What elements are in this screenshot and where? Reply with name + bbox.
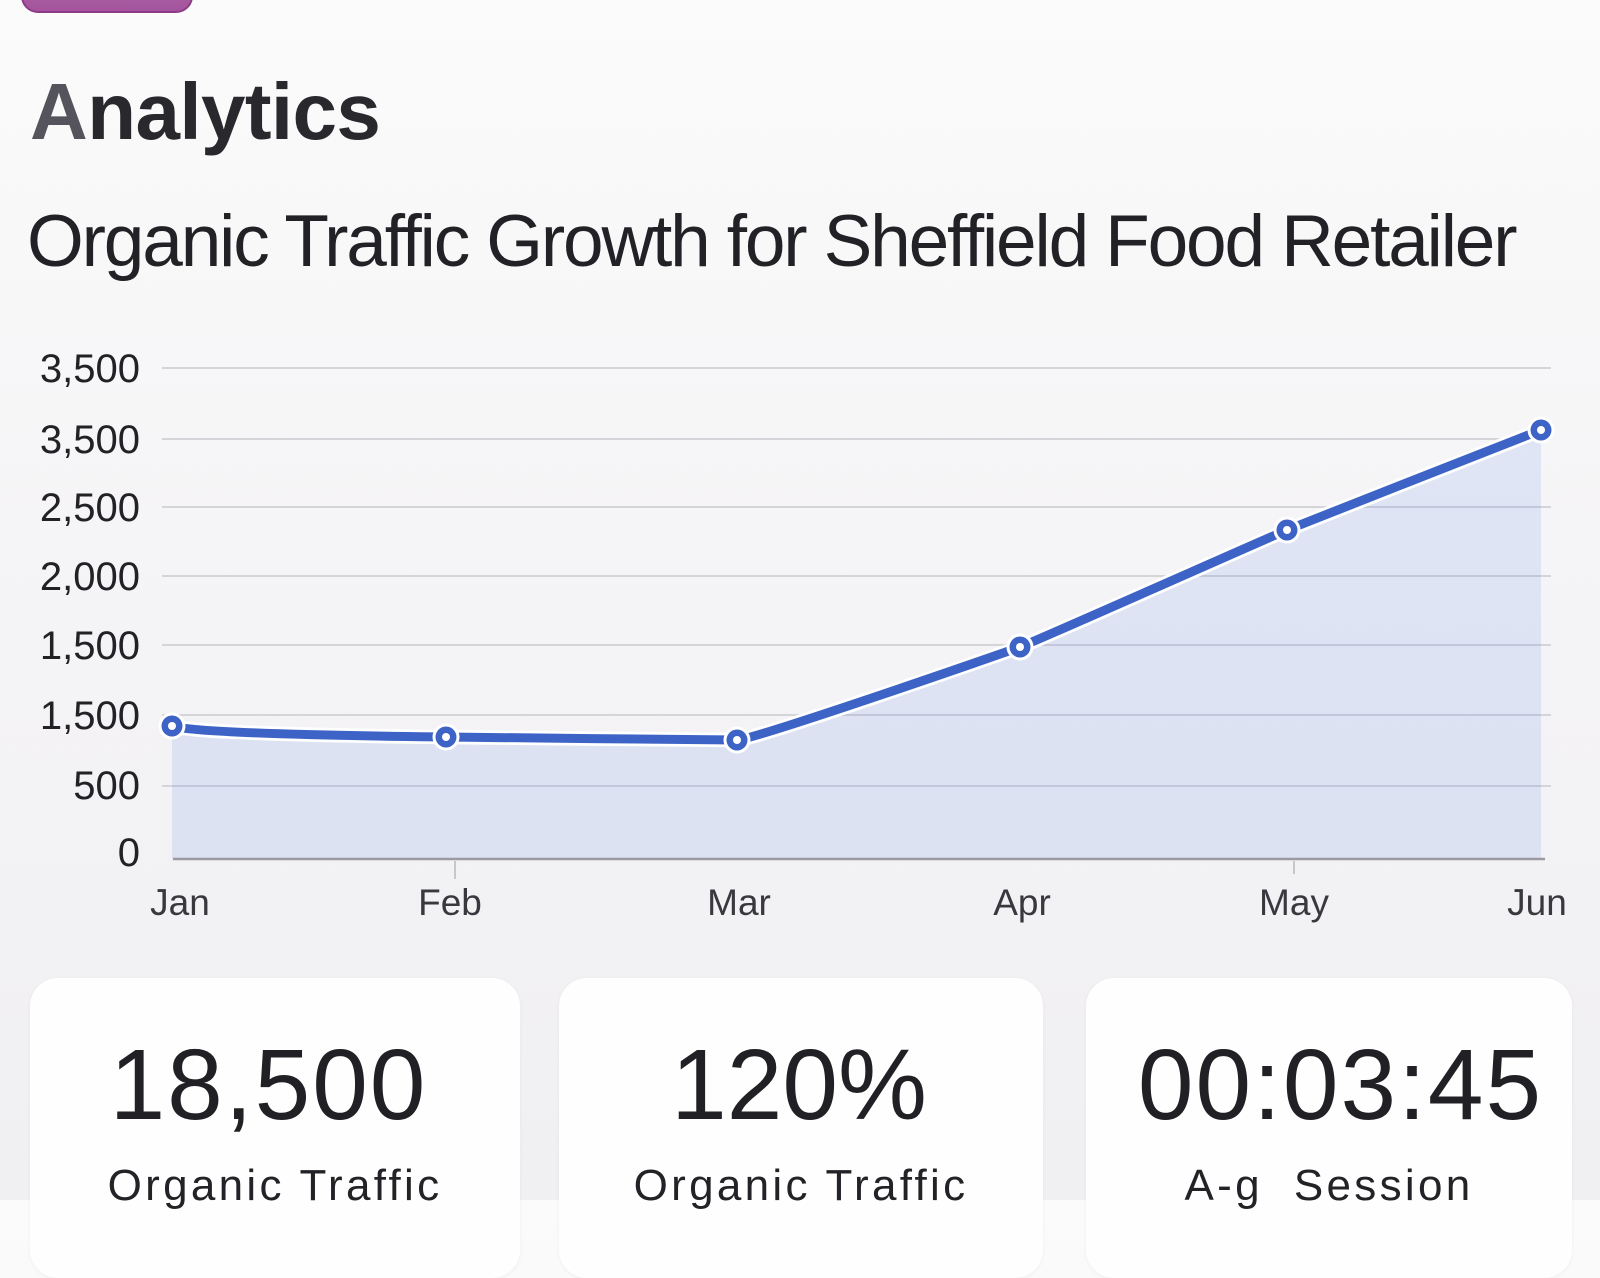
svg-text:3,500: 3,500 — [40, 347, 140, 391]
svg-text:Apr: Apr — [993, 882, 1051, 923]
svg-text:May: May — [1259, 882, 1329, 923]
svg-text:1,500: 1,500 — [40, 624, 140, 668]
svg-text:1,500: 1,500 — [40, 694, 140, 738]
svg-text:3,500: 3,500 — [40, 418, 140, 462]
svg-text:Mar: Mar — [707, 882, 771, 923]
svg-text:0: 0 — [118, 831, 140, 875]
svg-text:500: 500 — [73, 764, 140, 808]
svg-text:2,000: 2,000 — [40, 555, 140, 599]
svg-text:Feb: Feb — [418, 882, 482, 923]
svg-text:2,500: 2,500 — [40, 486, 140, 530]
svg-text:Jun: Jun — [1507, 882, 1567, 923]
svg-text:Jan: Jan — [150, 882, 210, 923]
